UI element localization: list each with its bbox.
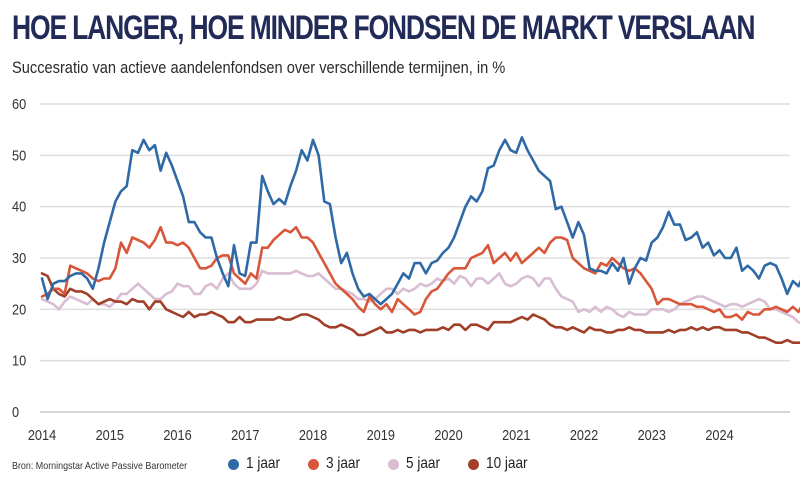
- y-tick-label: 60: [12, 95, 26, 112]
- legend-marker-5-jaar: [388, 458, 400, 470]
- legend: 1 jaar 3 jaar 5 jaar 10 jaar: [228, 455, 557, 473]
- series-line-5-jaar: [40, 269, 800, 325]
- legend-item-3-jaar: 3 jaar: [308, 455, 366, 473]
- y-tick-label: 20: [12, 300, 26, 317]
- y-tick-label: 40: [12, 198, 26, 215]
- gridlines: [40, 103, 790, 413]
- legend-label: 5 jaar: [406, 455, 441, 472]
- legend-marker-10-jaar: [468, 458, 480, 470]
- x-tick-label: 2024: [705, 426, 734, 443]
- chart-title: HOE LANGER, HOE MINDER FONDSEN DE MARKT …: [12, 9, 756, 47]
- x-tick-label: 2018: [299, 426, 328, 443]
- series-line-1-jaar: [40, 136, 800, 306]
- y-tick-label: 30: [12, 249, 26, 266]
- legend-item-5-jaar: 5 jaar: [388, 455, 446, 473]
- x-axis: 2014 2015 2016 2017 2018 2019 2020 2021 2022 2023…: [28, 426, 734, 443]
- legend-item-1-jaar: 1 jaar: [228, 455, 286, 473]
- legend-label: 3 jaar: [326, 455, 361, 472]
- series-line-3-jaar: [40, 225, 800, 321]
- y-tick-label: 0: [12, 403, 19, 420]
- x-tick-label: 2016: [163, 426, 192, 443]
- source-note: Bron: Morningstar Active Passive Baromet…: [12, 460, 188, 472]
- chart-subtitle: Succesratio van actieve aandelenfondsen …: [12, 58, 506, 77]
- series-line-10-jaar: [40, 272, 800, 345]
- x-tick-label: 2019: [367, 426, 396, 443]
- legend-label: 1 jaar: [246, 455, 281, 472]
- x-tick-label: 2022: [570, 426, 599, 443]
- x-tick-label: 2014: [28, 426, 57, 443]
- y-tick-label: 50: [12, 146, 26, 163]
- x-tick-label: 2017: [231, 426, 260, 443]
- x-tick-label: 2020: [434, 426, 463, 443]
- legend-item-10-jaar: 10 jaar: [468, 455, 535, 473]
- legend-label: 10 jaar: [486, 455, 528, 472]
- y-axis: 0 10 20 30 40 50 60: [12, 95, 26, 420]
- x-tick-label: 2021: [502, 426, 531, 443]
- legend-marker-3-jaar: [308, 458, 320, 470]
- legend-marker-1-jaar: [228, 458, 239, 470]
- x-tick-label: 2015: [96, 426, 125, 443]
- x-tick-label: 2023: [638, 426, 667, 443]
- y-tick-label: 10: [12, 352, 26, 369]
- series-lines: [40, 136, 800, 345]
